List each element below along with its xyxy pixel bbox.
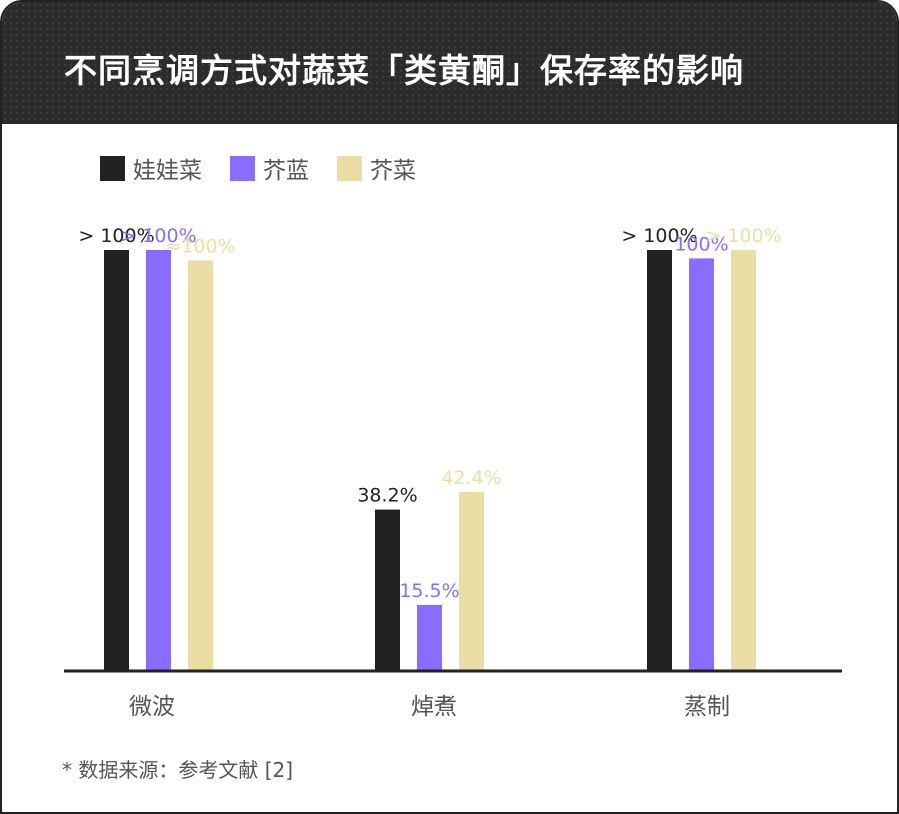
legend-swatch: [100, 155, 125, 181]
bar: [689, 258, 714, 670]
source-note: * 数据来源：参考文献 [2]: [62, 758, 294, 782]
data-label: 38.2%: [357, 485, 417, 507]
data-label: 100%: [674, 233, 728, 255]
bar: [459, 491, 484, 670]
legend-item-mustard-greens: 芥菜: [337, 151, 416, 185]
legend-label: 娃娃菜: [133, 158, 202, 184]
data-label: > 100%: [705, 225, 781, 247]
data-label: > 100%: [120, 225, 196, 247]
x-tick-label: 蒸制: [684, 694, 730, 720]
bar: [417, 604, 442, 670]
header-banner: 不同烹调方式对蔬菜「类黄酮」保存率的影响: [2, 2, 897, 124]
data-label: > 100%: [78, 225, 154, 247]
bar: [188, 260, 213, 670]
x-tick-label: 微波: [129, 694, 175, 720]
bar: [731, 250, 756, 670]
data-label: 15.5%: [399, 580, 459, 602]
legend-swatch: [337, 155, 362, 181]
x-tick-label: 焯煮: [411, 694, 457, 720]
bar: [146, 250, 171, 670]
legend-label: 芥菜: [370, 158, 416, 184]
legend-item-kale: 芥蓝: [230, 151, 309, 185]
legend-label: 芥蓝: [263, 158, 309, 184]
data-label: ≈100%: [165, 236, 235, 258]
legend-item-baby-cabbage: 娃娃菜: [100, 151, 202, 185]
data-label: > 100%: [621, 225, 697, 247]
bar: [375, 509, 400, 670]
legend: 娃娃菜 芥蓝 芥菜: [100, 150, 444, 186]
bar: [647, 250, 672, 670]
data-label: 42.4%: [441, 467, 501, 489]
chart-title: 不同烹调方式对蔬菜「类黄酮」保存率的影响: [64, 51, 744, 90]
bar: [104, 250, 129, 670]
legend-swatch: [230, 155, 255, 181]
